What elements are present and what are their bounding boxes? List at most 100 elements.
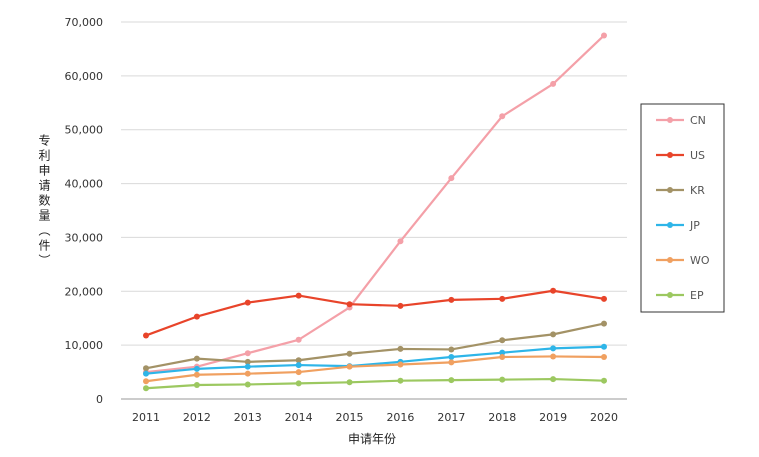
data-point [499, 349, 506, 356]
series-line [145, 34, 605, 374]
data-point [143, 385, 149, 392]
series-lines [143, 32, 607, 392]
series-line [145, 355, 605, 383]
data-point [244, 363, 251, 370]
legend-item-wo: WO [656, 254, 710, 267]
x-tick-labels: 2011 2012 2013 2014 2015 2016 2017 2018 2019 2020 [132, 411, 618, 424]
legend-item-ep: EP [656, 289, 704, 302]
data-point [448, 377, 455, 384]
data-point [397, 302, 404, 309]
gridlines [121, 21, 627, 346]
data-point [397, 345, 404, 352]
data-point [601, 320, 607, 327]
data-point [550, 80, 557, 87]
data-point [550, 287, 557, 294]
x-tick-label: 2015 [336, 411, 364, 424]
y-axis-title: 专利申请数量（件） [37, 133, 51, 269]
data-point [601, 377, 607, 384]
data-point [550, 376, 557, 383]
series-kr [143, 320, 607, 372]
legend-label: WO [690, 254, 710, 267]
legend-label: CN [690, 114, 706, 127]
data-point [193, 381, 200, 388]
series-us [143, 287, 607, 339]
legend-swatch-marker [667, 152, 673, 158]
legend-swatch-marker [667, 292, 673, 298]
data-point [346, 301, 353, 308]
data-point [346, 363, 353, 370]
series-line [145, 322, 605, 370]
data-point [448, 346, 455, 353]
data-point [397, 377, 404, 384]
data-point [143, 370, 149, 377]
y-tick-label: 10,000 [65, 339, 104, 352]
legend-label: KR [690, 184, 705, 197]
series-cn [143, 32, 607, 376]
data-point [448, 359, 455, 366]
legend-label: US [690, 149, 705, 162]
data-point [295, 380, 302, 387]
data-point [295, 369, 302, 376]
data-point [499, 295, 506, 302]
y-tick-labels: 0 10,000 20,000 30,000 40,000 50,000 60,000 70,… [65, 16, 104, 406]
legend-swatch-marker [667, 117, 673, 123]
data-point [550, 353, 557, 360]
data-point [346, 379, 353, 386]
series-wo [143, 353, 607, 385]
y-tick-label: 40,000 [65, 178, 104, 191]
data-point [244, 350, 251, 357]
legend: CN US KR JP WO EP [640, 103, 725, 313]
data-point [295, 357, 302, 364]
data-point [550, 345, 557, 352]
data-point [499, 337, 506, 344]
series-line [145, 345, 605, 375]
data-point [601, 343, 607, 350]
x-tick-label: 2011 [132, 411, 160, 424]
legend-item-us: US [656, 149, 705, 162]
data-point [448, 353, 455, 360]
data-point [499, 113, 506, 120]
legend-item-jp: JP [656, 219, 700, 232]
x-tick-label: 2014 [285, 411, 313, 424]
x-axis-title: 申请年份 [348, 432, 396, 446]
y-tick-label: 20,000 [65, 285, 104, 298]
data-point [143, 365, 149, 372]
data-point [193, 371, 200, 378]
x-tick-label: 2012 [183, 411, 211, 424]
data-point [295, 292, 302, 299]
y-tick-label: 60,000 [65, 70, 104, 83]
y-tick-label: 30,000 [65, 231, 104, 244]
data-point [346, 350, 353, 357]
data-point [550, 331, 557, 338]
series-ep [143, 376, 607, 392]
y-tick-label: 50,000 [65, 124, 104, 137]
data-point [397, 238, 404, 245]
data-point [244, 358, 251, 365]
data-point [193, 365, 200, 372]
y-tick-label: 0 [96, 393, 103, 406]
legend-label: EP [690, 289, 704, 302]
data-point [295, 336, 302, 343]
x-tick-label: 2018 [488, 411, 516, 424]
legend-box [640, 103, 725, 313]
data-point [601, 353, 607, 360]
data-point [244, 381, 251, 388]
data-point [193, 355, 200, 362]
legend-item-kr: KR [656, 184, 705, 197]
data-point [601, 295, 607, 302]
x-tick-label: 2017 [437, 411, 465, 424]
x-tick-label: 2016 [386, 411, 414, 424]
data-point [143, 378, 149, 385]
y-tick-label: 70,000 [65, 16, 104, 29]
legend-label: JP [689, 219, 700, 232]
series-line [145, 289, 605, 337]
data-point [448, 175, 455, 182]
legend-item-cn: CN [656, 114, 706, 127]
x-tick-label: 2013 [234, 411, 262, 424]
data-point [143, 332, 149, 339]
data-point [499, 376, 506, 383]
data-point [397, 361, 404, 368]
data-point [499, 353, 506, 360]
data-point [193, 313, 200, 320]
